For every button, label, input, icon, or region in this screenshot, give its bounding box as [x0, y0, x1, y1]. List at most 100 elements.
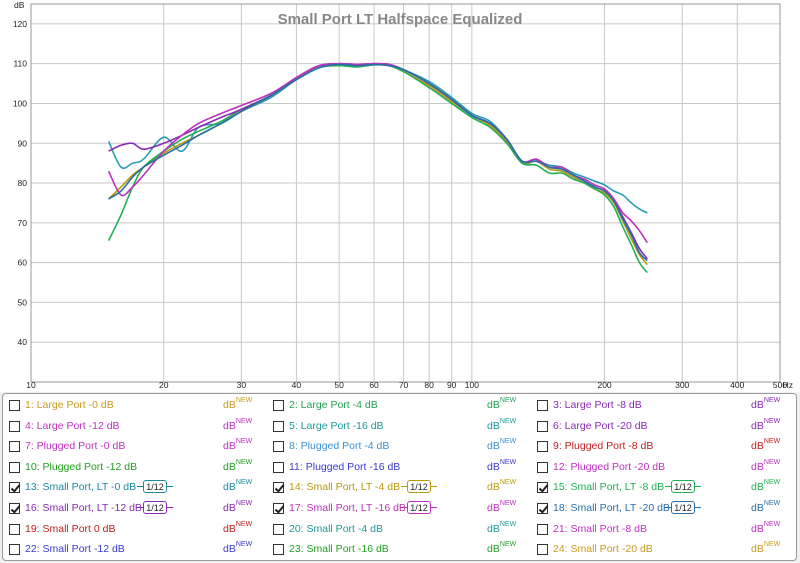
- legend-label: 19: Small Port 0 dB: [25, 522, 116, 535]
- legend-checkbox[interactable]: [273, 400, 284, 411]
- legend-item[interactable]: 21: Small Port -8 dB dBNEW: [537, 520, 797, 540]
- x-tick-label: 100: [465, 380, 479, 390]
- db-new-link[interactable]: dBNEW: [751, 397, 781, 411]
- db-new-link[interactable]: dBNEW: [751, 438, 780, 452]
- smoothing-button[interactable]: 1/12: [671, 480, 695, 494]
- db-new-link[interactable]: dBNEW: [751, 479, 781, 493]
- smoothing-button[interactable]: 1/12: [143, 480, 167, 494]
- smoothing-button[interactable]: 1/12: [407, 480, 431, 494]
- series-lines: [107, 62, 648, 274]
- new-superscript: NEW: [235, 500, 253, 507]
- legend-checkbox[interactable]: [537, 420, 548, 432]
- x-tick-label: 10: [26, 380, 36, 390]
- legend-checkbox[interactable]: [9, 420, 20, 432]
- legend-item[interactable]: 20: Small Port -4 dB dBNEW: [273, 520, 533, 540]
- db-new-link[interactable]: dBNEW: [487, 418, 516, 432]
- db-new-link[interactable]: dBNEW: [223, 500, 253, 514]
- legend-checkbox[interactable]: [537, 400, 548, 411]
- legend-row: 13: Small Port, LT -0 dB 1/12 dBNEW 14: Sma…: [3, 478, 796, 498]
- legend-checkbox[interactable]: [9, 544, 20, 556]
- x-tick-label: 200: [597, 380, 611, 390]
- legend-checkbox[interactable]: [537, 482, 548, 494]
- legend-checkbox[interactable]: [273, 461, 284, 473]
- legend-checkbox[interactable]: [537, 523, 548, 535]
- grid: [30, 4, 781, 382]
- y-tick-label: 50: [18, 297, 28, 307]
- new-superscript: NEW: [763, 397, 781, 404]
- legend-item[interactable]: 24: Small Port -20 dB dBNEW: [537, 540, 797, 560]
- db-new-link[interactable]: dBNEW: [223, 459, 252, 473]
- legend-checkbox[interactable]: [273, 420, 284, 432]
- legend-checkbox[interactable]: [9, 503, 20, 514]
- db-new-link[interactable]: dBNEW: [223, 521, 252, 535]
- legend-item[interactable]: 15: Small Port, LT -8 dB 1/12 dBNEW: [537, 478, 797, 498]
- legend-item[interactable]: 7: Plugged Port -0 dB dBNEW: [9, 437, 269, 457]
- legend-item[interactable]: 10: Plugged Port -12 dB dBNEW: [9, 458, 269, 478]
- db-new-link[interactable]: dBNEW: [751, 459, 780, 473]
- db-text: dB: [487, 502, 500, 514]
- legend-item[interactable]: 22: Small Port -12 dB dBNEW: [9, 540, 269, 560]
- db-new-link[interactable]: dBNEW: [223, 479, 252, 493]
- legend-item[interactable]: 11: Plugged Port -16 dB dBNEW: [273, 458, 533, 478]
- legend-item[interactable]: 8: Plugged Port -4 dB dBNEW: [273, 437, 533, 457]
- legend-checkbox[interactable]: [537, 441, 548, 453]
- legend-checkbox[interactable]: [9, 441, 20, 453]
- legend-item[interactable]: 18: Small Port, LT -20 dB 1/12 dBNEW: [537, 499, 797, 519]
- legend-item[interactable]: 12: Plugged Port -20 dB dBNEW: [537, 458, 797, 478]
- db-text: dB: [223, 419, 236, 432]
- db-new-link[interactable]: dBNEW: [223, 418, 252, 432]
- series-line-13: [107, 62, 648, 214]
- db-text: dB: [223, 440, 236, 453]
- db-new-link[interactable]: dBNEW: [223, 438, 252, 453]
- db-new-link[interactable]: dBNEW: [223, 397, 252, 411]
- new-superscript: NEW: [499, 520, 517, 528]
- legend-checkbox[interactable]: [273, 544, 284, 556]
- legend-item[interactable]: 6: Large Port -20 dB dBNEW: [537, 417, 797, 437]
- db-new-link[interactable]: dBNEW: [751, 541, 780, 555]
- new-superscript: NEW: [235, 541, 253, 549]
- db-text: dB: [223, 543, 236, 556]
- legend-checkbox[interactable]: [537, 461, 548, 473]
- y-tick-label: 70: [18, 218, 28, 228]
- smoothing-button[interactable]: 1/12: [407, 501, 431, 514]
- legend-item[interactable]: 13: Small Port, LT -0 dB 1/12 dBNEW: [9, 478, 269, 498]
- legend-checkbox[interactable]: [273, 482, 284, 494]
- db-new-link[interactable]: dBNEW: [751, 521, 780, 535]
- legend-item[interactable]: 9: Plugged Port -8 dB dBNEW: [537, 437, 797, 457]
- legend-item[interactable]: 2: Large Port -4 dB dBNEW: [273, 396, 533, 416]
- legend-item[interactable]: 4: Large Port -12 dB dBNEW: [9, 417, 269, 437]
- legend-checkbox[interactable]: [9, 523, 20, 535]
- db-new-link[interactable]: dBNEW: [487, 397, 516, 411]
- db-new-link[interactable]: dBNEW: [487, 479, 516, 493]
- db-new-link[interactable]: dBNEW: [487, 541, 516, 555]
- legend-item[interactable]: 23: Small Port -16 dB dBNEW: [273, 540, 533, 560]
- db-new-link[interactable]: dBNEW: [487, 459, 516, 473]
- smoothing-button[interactable]: 1/12: [671, 501, 695, 514]
- legend-checkbox[interactable]: [537, 503, 548, 514]
- legend-checkbox[interactable]: [9, 482, 20, 494]
- legend-item[interactable]: 5: Large Port -16 dB dBNEW: [273, 417, 533, 437]
- legend-checkbox[interactable]: [273, 523, 284, 535]
- db-new-link[interactable]: dBNEW: [487, 500, 516, 514]
- db-new-link[interactable]: dBNEW: [487, 438, 516, 452]
- new-superscript: NEW: [763, 479, 781, 487]
- legend-item[interactable]: 3: Large Port -8 dB dBNEW: [537, 396, 797, 416]
- db-new-link[interactable]: dBNEW: [223, 541, 253, 556]
- legend-item[interactable]: 16: Small Port, LT -12 dB 1/12 dBNEW: [9, 499, 269, 519]
- legend-checkbox[interactable]: [273, 441, 284, 453]
- legend-item[interactable]: 14: Small Port, LT -4 dB 1/12 dBNEW: [273, 478, 533, 498]
- legend-item[interactable]: 17: Small Port, LT -16 dB 1/12 dBNEW: [273, 499, 533, 519]
- db-new-link[interactable]: dBNEW: [487, 520, 517, 535]
- legend-checkbox[interactable]: [537, 544, 548, 556]
- db-new-link[interactable]: dBNEW: [751, 500, 780, 514]
- legend-item[interactable]: 19: Small Port 0 dB dBNEW: [9, 520, 269, 540]
- legend-checkbox[interactable]: [9, 461, 20, 473]
- legend-label: 23: Small Port -16 dB: [289, 543, 389, 556]
- y-tick-label: 60: [18, 258, 28, 268]
- legend-label: 4: Large Port -12 dB: [25, 419, 120, 432]
- legend-checkbox[interactable]: [9, 400, 20, 411]
- smoothing-button[interactable]: 1/12: [143, 501, 167, 514]
- legend-checkbox[interactable]: [273, 503, 284, 514]
- legend-item[interactable]: 1: Large Port -0 dB dBNEW: [9, 396, 269, 416]
- db-new-link[interactable]: dBNEW: [751, 418, 780, 432]
